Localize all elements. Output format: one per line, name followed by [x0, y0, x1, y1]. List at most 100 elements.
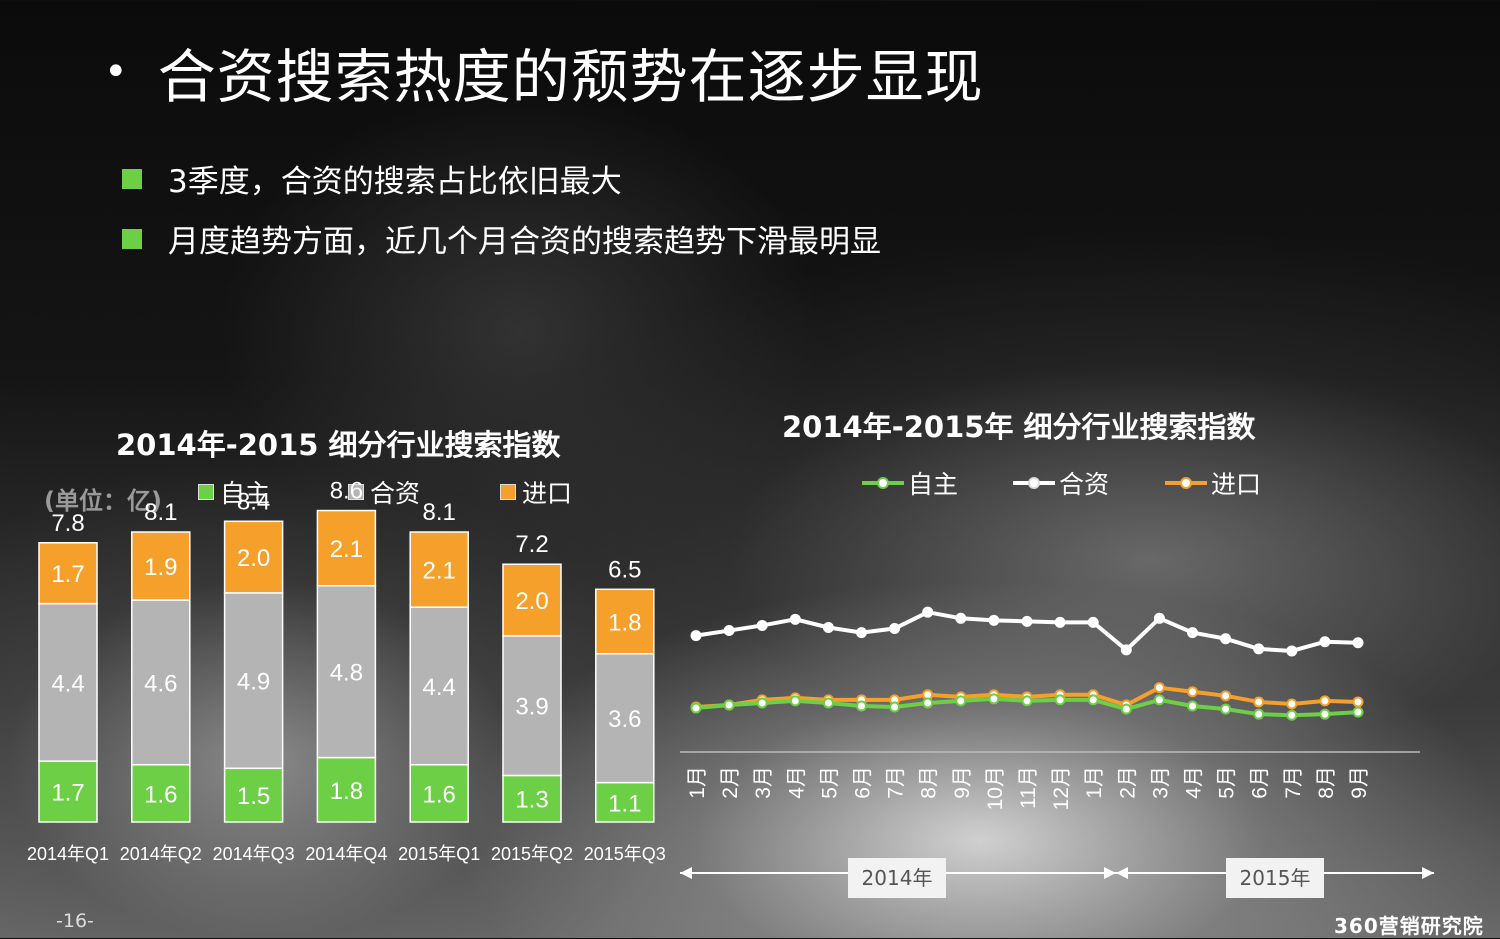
x-category-label: 2014年Q2: [120, 844, 202, 864]
bar-total-label: 8.6: [330, 478, 363, 505]
bar-value-label: 1.8: [330, 778, 363, 805]
bar-value-label: 3.6: [608, 706, 641, 733]
data-point: [889, 701, 901, 713]
bar-value-label: 1.5: [237, 783, 270, 810]
bullet-square-icon: [122, 228, 142, 249]
bar-total-label: 6.5: [608, 556, 641, 583]
arrow-right-icon: [1104, 867, 1116, 879]
bar-segment: [409, 763, 469, 823]
bar-segment: [223, 592, 284, 770]
data-point: [955, 612, 967, 624]
data-point: [922, 606, 934, 618]
data-point: [1120, 644, 1132, 656]
bar-segment: [131, 599, 191, 766]
legend-label: 合资: [1059, 470, 1110, 499]
data-point: [1087, 694, 1099, 706]
bar-value-label: 4.6: [144, 670, 177, 697]
data-point: [1220, 703, 1232, 715]
x-month-label: 1月: [686, 766, 709, 799]
data-point: [1352, 637, 1364, 649]
x-month-label: 5月: [818, 766, 841, 799]
arrow-left-icon: [1116, 867, 1128, 879]
bar-total-label: 7.8: [51, 510, 84, 537]
x-month-label: 2月: [1116, 766, 1139, 799]
x-month-label: 9月: [1348, 766, 1371, 799]
data-point: [1054, 694, 1066, 706]
bar-chart-title: 2014年-2015 细分行业搜索指数: [116, 428, 561, 462]
x-category-label: 2015年Q3: [584, 844, 666, 864]
data-point: [690, 630, 702, 642]
data-point: [1120, 703, 1132, 715]
x-month-label: 1月: [1083, 766, 1106, 799]
bar-segment: [131, 763, 191, 823]
bar-value-label: 3.9: [515, 694, 548, 721]
data-point: [822, 621, 834, 633]
bar-value-label: 2.1: [330, 536, 363, 563]
data-point: [922, 697, 934, 709]
x-month-label: 9月: [951, 766, 974, 799]
legend-label: 进口: [522, 479, 573, 508]
legend-line-green-icon: [862, 477, 904, 489]
bar-segment: [409, 531, 469, 608]
data-point: [789, 695, 801, 707]
bar-value-label: 2.0: [237, 545, 270, 572]
data-point: [1286, 645, 1298, 657]
page-number: -16-: [56, 910, 94, 932]
bar-segment: [316, 509, 377, 587]
bullet-text-2: 月度趋势方面，近几个月合资的搜索趋势下滑最明显: [168, 224, 881, 260]
data-point: [789, 613, 801, 625]
x-month-label: 12月: [1050, 766, 1073, 810]
data-point: [988, 693, 1000, 705]
bar-value-label: 2.1: [423, 558, 456, 585]
data-point: [690, 702, 702, 714]
data-point: [889, 623, 901, 634]
bar-segment: [131, 531, 191, 601]
x-category-label: 2014年Q1: [27, 844, 109, 864]
data-point: [1286, 709, 1298, 721]
legend-label: 合资: [370, 479, 421, 508]
data-point: [1220, 633, 1232, 645]
bar-segment: [595, 588, 655, 655]
line-legend-item-hezi: 合资: [1013, 465, 1109, 501]
x-month-label: 7月: [1282, 766, 1305, 799]
bar-value-label: 1.7: [51, 780, 84, 807]
data-point: [1352, 696, 1364, 708]
bar-legend-item-zizhu: 自主: [198, 474, 270, 510]
bar-segment: [502, 774, 562, 823]
x-category-label: 2014年Q4: [305, 844, 387, 864]
x-month-label: 6月: [852, 766, 875, 799]
data-point: [856, 627, 867, 639]
data-point: [1319, 708, 1331, 720]
x-month-label: 7月: [885, 766, 908, 799]
arrow-right-icon: [1422, 867, 1434, 879]
bar-segment: [502, 635, 562, 777]
bar-total-label: 7.2: [515, 531, 548, 558]
x-category-label: 2015年Q2: [491, 844, 573, 864]
data-point: [1153, 682, 1165, 694]
brand-logo: 360营销研究院: [1334, 914, 1484, 938]
legend-line-white-icon: [1013, 477, 1055, 489]
bar-total-label: 8.1: [144, 499, 177, 526]
bullet-square-icon: [122, 168, 142, 189]
data-point: [1187, 700, 1198, 712]
data-point: [955, 695, 967, 707]
bullet-item-2: 月度趋势方面，近几个月合资的搜索趋势下滑最明显: [122, 216, 881, 261]
bar-value-label: 1.6: [144, 781, 177, 808]
bar-segment: [38, 760, 98, 823]
bar-segment: [38, 542, 98, 605]
legend-label: 自主: [220, 479, 271, 508]
bar-segment: [316, 584, 377, 759]
x-month-label: 4月: [785, 766, 808, 799]
legend-swatch-orange: [500, 484, 516, 500]
data-point: [723, 625, 735, 637]
bar-value-label: 1.6: [423, 781, 456, 808]
data-point: [1054, 616, 1066, 628]
data-point: [1319, 695, 1331, 707]
x-category-label: 2015年Q1: [398, 844, 480, 864]
data-point: [1021, 695, 1033, 707]
bar-legend-item-hezi: 合资: [348, 474, 420, 510]
bar-segment: [409, 606, 469, 766]
x-month-label: 2月: [719, 766, 742, 799]
x-month-label: 8月: [1315, 766, 1338, 799]
